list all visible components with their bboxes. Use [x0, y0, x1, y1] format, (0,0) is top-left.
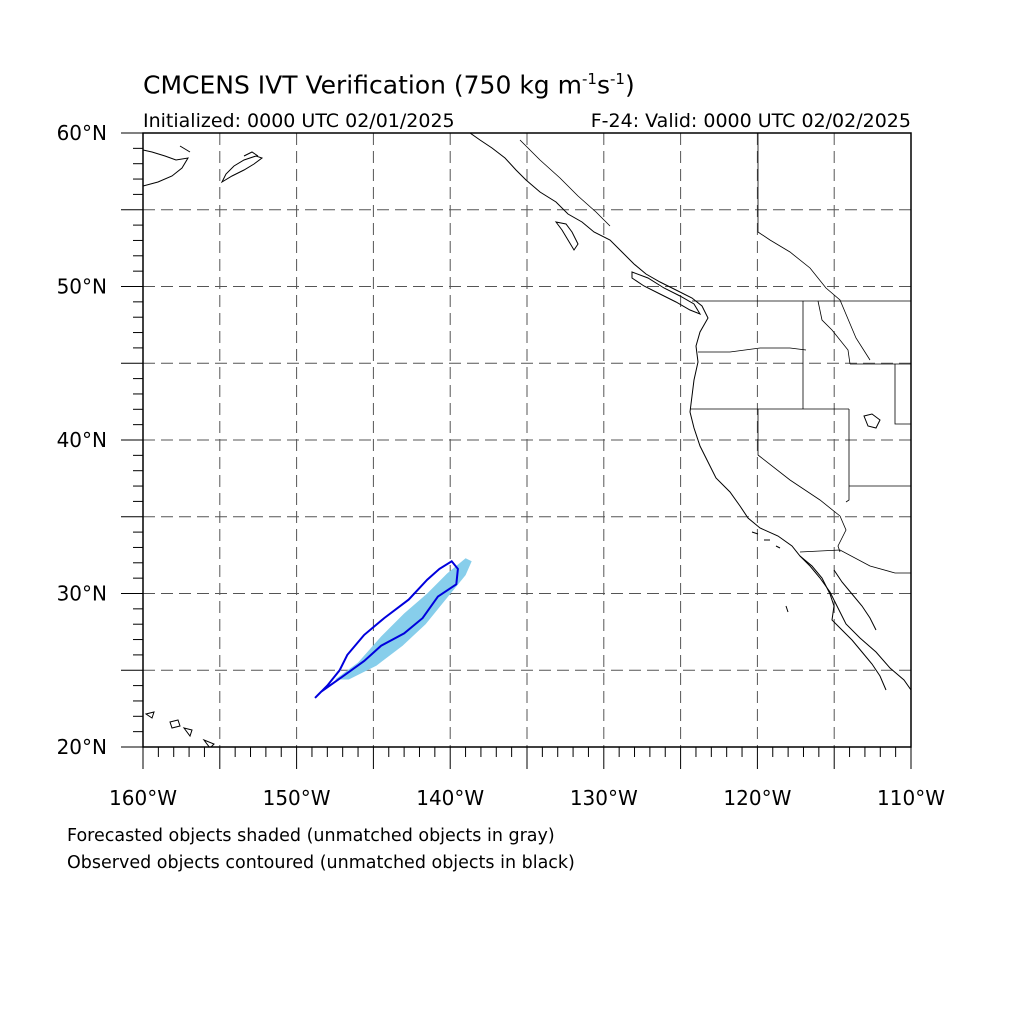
title-superscript-1: -1: [581, 70, 597, 88]
vancouver-island: [631, 271, 702, 316]
us-mexico-border: [799, 549, 911, 574]
idaho-montana-border: [817, 300, 851, 365]
coastlines: [143, 133, 911, 747]
forecast-ivt-object: [335, 558, 472, 680]
latitude-labels: 20°N 30°N 40°N 50°N 60°N: [57, 121, 107, 759]
great-salt-lake: [863, 413, 881, 429]
longitude-label: 120°W: [723, 786, 791, 810]
washington-oregon-border: [698, 347, 807, 353]
initialized-label: Initialized: 0000 UTC 02/01/2025: [143, 110, 455, 132]
longitude-labels: 160°W 150°W 140°W 130°W 120°W 110°W: [109, 786, 945, 810]
axis-ticks: [121, 132, 912, 769]
title-main: CMCENS IVT Verification (750 kg m: [143, 70, 582, 100]
observed-legend-note: Observed objects contoured (unmatched ob…: [67, 853, 575, 873]
canada-provincial-border: [757, 133, 871, 361]
baja-california-coastline: [799, 555, 887, 691]
latitude-label: 50°N: [57, 275, 107, 299]
observed-ivt-contour: [314, 559, 459, 699]
map-features: [143, 133, 911, 747]
forecast-legend-note: Forecasted objects shaded (unmatched obj…: [67, 826, 555, 846]
latitude-label: 40°N: [57, 428, 107, 452]
alaska-canada-border: [519, 139, 611, 227]
map-title: CMCENS IVT Verification (750 kg m-1s-1): [143, 70, 635, 99]
latitude-label: 30°N: [57, 582, 107, 606]
latitude-label: 60°N: [57, 121, 107, 145]
longitude-label: 140°W: [416, 786, 484, 810]
california-nevada-border: [757, 409, 841, 517]
map-frame: [142, 132, 912, 748]
longitude-label: 110°W: [877, 786, 945, 810]
graticule: [143, 133, 911, 747]
title-mid: s: [596, 70, 610, 100]
political-borders: [519, 133, 911, 574]
arizona-california-border: [837, 515, 847, 553]
queen-charlotte-islands: [554, 221, 579, 251]
nevada-utah-border: [845, 409, 850, 503]
longitude-label: 130°W: [570, 786, 638, 810]
hawaii-islands: [144, 711, 215, 747]
title-superscript-2: -1: [609, 70, 625, 88]
valid-time-label: F-24: Valid: 0000 UTC 02/02/2025: [590, 110, 911, 132]
channel-islands: [751, 531, 789, 613]
wyoming-border: [850, 363, 911, 425]
title-close: ): [624, 70, 635, 100]
north-america-coastline: [469, 133, 911, 691]
latitude-label: 20°N: [57, 735, 107, 759]
alaska-coastline: [143, 145, 191, 187]
longitude-label: 160°W: [109, 786, 177, 810]
kodiak-islands: [220, 151, 264, 184]
longitude-label: 150°W: [263, 786, 331, 810]
